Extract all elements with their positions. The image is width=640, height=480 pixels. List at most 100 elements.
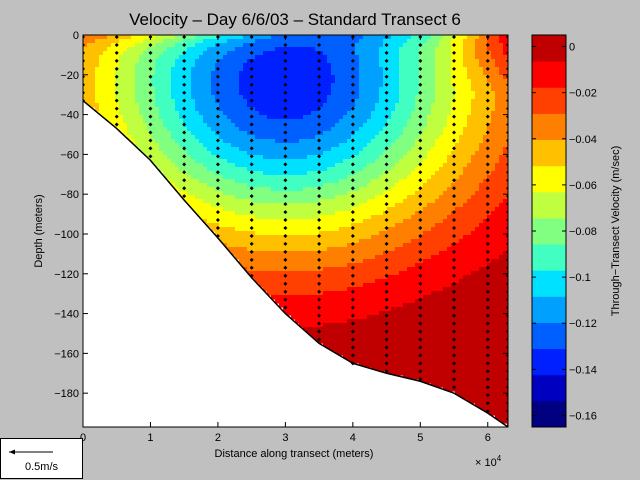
velocity-cell bbox=[251, 239, 256, 244]
velocity-cell bbox=[403, 35, 408, 40]
velocity-cell bbox=[255, 271, 260, 276]
velocity-cell bbox=[423, 283, 428, 288]
velocity-cell bbox=[167, 99, 172, 104]
velocity-cell bbox=[223, 79, 228, 84]
velocity-cell bbox=[291, 175, 296, 180]
velocity-cell bbox=[211, 151, 216, 156]
velocity-cell bbox=[235, 107, 240, 112]
velocity-cell bbox=[179, 91, 184, 96]
velocity-cell bbox=[391, 327, 396, 332]
velocity-cell bbox=[339, 67, 344, 72]
velocity-cell bbox=[395, 219, 400, 224]
velocity-cell bbox=[243, 75, 248, 80]
velocity-cell bbox=[335, 147, 340, 152]
velocity-cell bbox=[383, 135, 388, 140]
velocity-cell bbox=[303, 51, 308, 56]
velocity-cell bbox=[379, 219, 384, 224]
velocity-cell bbox=[275, 155, 280, 160]
velocity-cell bbox=[139, 51, 144, 56]
velocity-cell bbox=[243, 187, 248, 192]
velocity-cell bbox=[151, 91, 156, 96]
velocity-cell bbox=[195, 119, 200, 124]
velocity-cell bbox=[87, 55, 92, 60]
velocity-cell bbox=[335, 111, 340, 116]
velocity-cell bbox=[247, 211, 252, 216]
velocity-cell bbox=[371, 251, 376, 256]
velocity-cell bbox=[291, 279, 296, 284]
velocity-cell bbox=[239, 83, 244, 88]
velocity-cell bbox=[99, 47, 104, 52]
velocity-cell bbox=[335, 87, 340, 92]
velocity-cell bbox=[347, 151, 352, 156]
velocity-cell bbox=[315, 231, 320, 236]
velocity-cell bbox=[283, 127, 288, 132]
velocity-cell bbox=[287, 203, 292, 208]
velocity-cell bbox=[423, 255, 428, 260]
velocity-cell bbox=[91, 103, 96, 108]
velocity-cell bbox=[427, 143, 432, 148]
velocity-cell bbox=[311, 95, 316, 100]
velocity-cell bbox=[131, 67, 136, 72]
velocity-cell bbox=[323, 67, 328, 72]
velocity-cell bbox=[355, 179, 360, 184]
velocity-cell bbox=[331, 111, 336, 116]
velocity-cell bbox=[103, 99, 108, 104]
velocity-cell bbox=[419, 251, 424, 256]
velocity-cell bbox=[371, 199, 376, 204]
velocity-cell bbox=[331, 175, 336, 180]
velocity-cell bbox=[383, 87, 388, 92]
velocity-cell bbox=[323, 223, 328, 228]
velocity-cell bbox=[271, 163, 276, 168]
velocity-cell bbox=[123, 55, 128, 60]
velocity-cell bbox=[103, 71, 108, 76]
velocity-cell bbox=[287, 255, 292, 260]
velocity-cell bbox=[151, 87, 156, 92]
velocity-cell bbox=[371, 127, 376, 132]
velocity-cell bbox=[323, 219, 328, 224]
velocity-cell bbox=[399, 251, 404, 256]
velocity-cell bbox=[271, 275, 276, 280]
velocity-cell bbox=[339, 179, 344, 184]
velocity-cell bbox=[323, 311, 328, 316]
velocity-cell bbox=[163, 39, 168, 44]
velocity-cell bbox=[319, 231, 324, 236]
velocity-cell bbox=[407, 83, 412, 88]
velocity-cell bbox=[159, 71, 164, 76]
velocity-cell bbox=[131, 111, 136, 116]
velocity-cell bbox=[199, 55, 204, 60]
velocity-cell bbox=[319, 155, 324, 160]
velocity-cell bbox=[387, 211, 392, 216]
velocity-cell bbox=[91, 63, 96, 68]
velocity-cell bbox=[367, 307, 372, 312]
velocity-cell bbox=[407, 235, 412, 240]
velocity-cell bbox=[379, 131, 384, 136]
velocity-cell bbox=[223, 159, 228, 164]
velocity-cell bbox=[327, 323, 332, 328]
velocity-cell bbox=[411, 55, 416, 60]
velocity-cell bbox=[343, 135, 348, 140]
velocity-cell bbox=[195, 143, 200, 148]
velocity-cell bbox=[295, 283, 300, 288]
velocity-cell bbox=[355, 115, 360, 120]
velocity-cell bbox=[391, 255, 396, 260]
velocity-cell bbox=[195, 147, 200, 152]
velocity-cell bbox=[303, 167, 308, 172]
velocity-cell bbox=[367, 239, 372, 244]
velocity-cell bbox=[371, 227, 376, 232]
velocity-cell bbox=[423, 67, 428, 72]
velocity-cell bbox=[103, 107, 108, 112]
velocity-cell bbox=[207, 183, 212, 188]
velocity-cell bbox=[427, 71, 432, 76]
velocity-cell bbox=[175, 111, 180, 116]
velocity-cell bbox=[327, 263, 332, 268]
velocity-cell bbox=[327, 155, 332, 160]
velocity-cell bbox=[363, 131, 368, 136]
velocity-cell bbox=[303, 147, 308, 152]
velocity-cell bbox=[235, 51, 240, 56]
velocity-cell bbox=[267, 271, 272, 276]
velocity-cell bbox=[411, 103, 416, 108]
velocity-cell bbox=[403, 131, 408, 136]
velocity-cell bbox=[267, 79, 272, 84]
velocity-cell bbox=[255, 43, 260, 48]
velocity-cell bbox=[387, 327, 392, 332]
